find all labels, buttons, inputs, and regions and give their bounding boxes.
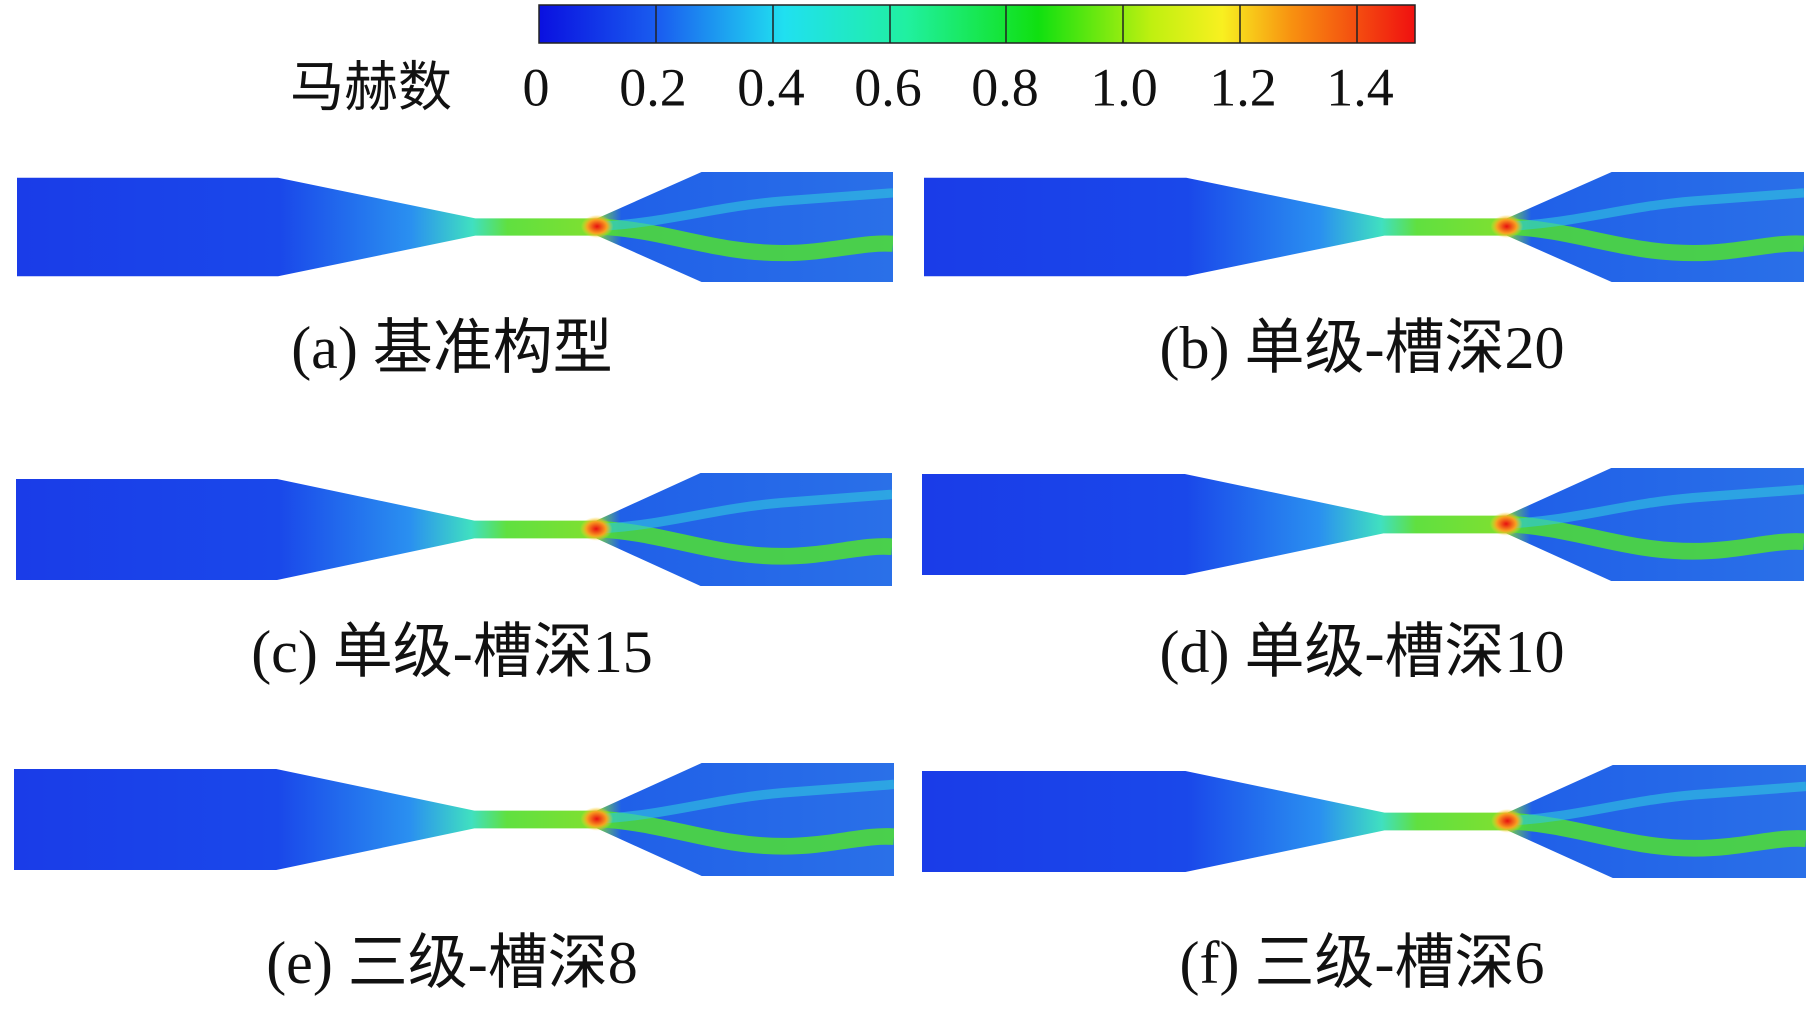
contour-panel (16, 473, 892, 586)
panel-caption: (d) 单级-槽深10 (1160, 619, 1565, 685)
contour-panel (922, 468, 1804, 581)
panel-caption: (b) 单级-槽深20 (1160, 315, 1565, 381)
contour-panel (17, 172, 893, 282)
colorbar-tick-label: 1.2 (1209, 57, 1277, 117)
panel-caption: (c) 单级-槽深15 (251, 619, 653, 685)
panel-caption: (a) 基准构型 (291, 315, 613, 381)
panels (14, 172, 1806, 878)
colorbar-tick-label: 0.6 (854, 57, 922, 117)
colorbar-tick-label: 1.4 (1326, 57, 1394, 117)
contour-panel (924, 172, 1804, 282)
colorbar-dividers (655, 5, 1358, 43)
colorbar-tick-label: 0.8 (971, 57, 1039, 117)
colorbar (538, 4, 1416, 44)
colorbar-tick-label: 0 (523, 57, 550, 117)
contour-panel (14, 763, 894, 876)
colorbar-tick-label: 0.2 (619, 57, 687, 117)
colorbar-title: 马赫数 (290, 57, 452, 117)
colorbar-tick-label: 1.0 (1090, 57, 1158, 117)
panel-caption: (f) 三级-槽深6 (1180, 930, 1545, 996)
colorbar-tick-label: 0.4 (737, 57, 805, 117)
panel-caption: (e) 三级-槽深8 (266, 930, 638, 996)
contour-panel (922, 765, 1806, 878)
